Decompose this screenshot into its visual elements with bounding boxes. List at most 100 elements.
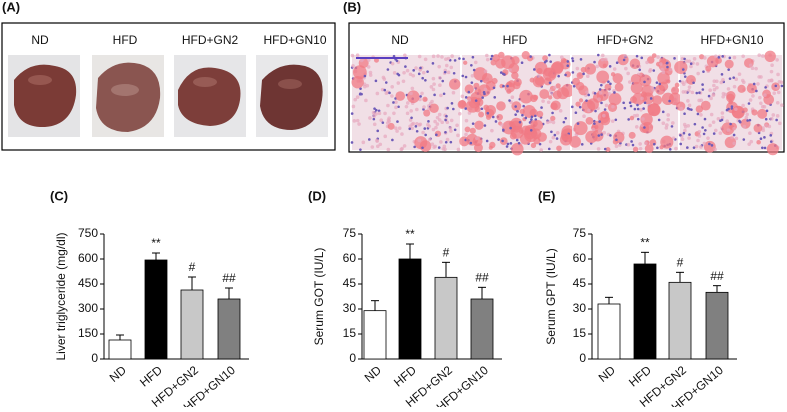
cytoplasm — [357, 122, 361, 126]
cytoplasm — [744, 115, 749, 120]
cytoplasm — [457, 111, 462, 116]
nucleus — [707, 94, 711, 98]
nucleus — [564, 116, 567, 120]
lipid — [481, 73, 493, 84]
y-axis-label: Serum GOT (IU/L) — [312, 248, 326, 346]
nucleus — [427, 120, 430, 123]
lipid — [764, 50, 776, 63]
cytoplasm — [417, 54, 422, 59]
nucleus — [397, 105, 400, 109]
nucleus — [433, 93, 436, 97]
cytoplasm — [390, 85, 395, 89]
nucleus — [437, 146, 441, 149]
nucleus — [518, 120, 522, 124]
cytoplasm — [697, 129, 702, 134]
nucleus — [608, 65, 612, 68]
cytoplasm — [777, 80, 782, 84]
cytoplasm — [541, 99, 545, 103]
cytoplasm — [364, 98, 368, 103]
nucleus — [392, 54, 396, 58]
y-tick-label: 15 — [343, 326, 357, 340]
cytoplasm — [690, 90, 695, 95]
nucleus — [441, 79, 445, 83]
nucleus — [458, 57, 461, 60]
lipid — [406, 90, 420, 104]
nucleus — [703, 117, 707, 121]
lipid — [703, 140, 716, 153]
nucleus — [555, 137, 559, 140]
nucleus — [600, 133, 603, 136]
cytoplasm — [780, 103, 784, 107]
nucleus — [538, 142, 542, 146]
nucleus — [698, 91, 701, 95]
nucleus — [435, 133, 438, 137]
y-tick-label: 60 — [343, 251, 357, 265]
cytoplasm — [734, 107, 738, 111]
cytoplasm — [709, 96, 713, 101]
nucleus — [593, 122, 596, 125]
cytoplasm — [352, 119, 357, 123]
nucleus — [452, 71, 456, 75]
cytoplasm — [400, 132, 404, 136]
nucleus — [603, 108, 607, 111]
nucleus — [545, 59, 548, 63]
nucleus — [638, 68, 642, 72]
nucleus — [655, 81, 659, 84]
lipid — [647, 56, 655, 64]
cytoplasm — [758, 95, 762, 100]
cytoplasm — [546, 100, 551, 105]
cytoplasm — [414, 66, 418, 70]
cytoplasm — [681, 90, 686, 94]
cytoplasm — [446, 70, 451, 75]
nucleus — [730, 107, 734, 110]
lipid — [642, 96, 648, 101]
lipid — [608, 92, 622, 106]
bar — [633, 263, 657, 360]
nucleus — [728, 56, 732, 60]
y-tick-label: 150 — [78, 326, 98, 340]
cytoplasm — [641, 117, 645, 121]
nucleus — [732, 76, 736, 79]
cytoplasm — [500, 123, 504, 127]
cytoplasm — [759, 75, 763, 79]
lipid — [587, 98, 599, 111]
cytoplasm — [734, 136, 739, 141]
nucleus — [540, 106, 543, 109]
nucleus — [627, 118, 630, 121]
cytoplasm — [680, 56, 685, 61]
y-tick-label: 0 — [349, 351, 356, 365]
cytoplasm — [451, 90, 456, 95]
cytoplasm — [602, 113, 606, 118]
nucleus — [696, 112, 700, 116]
cytoplasm — [427, 137, 432, 142]
lipid — [419, 140, 432, 152]
cytoplasm — [607, 91, 611, 96]
cytoplasm — [386, 147, 391, 152]
nucleus — [384, 81, 388, 84]
nucleus — [522, 104, 525, 108]
cytoplasm — [671, 121, 675, 125]
nucleus — [630, 140, 633, 143]
cytoplasm — [664, 126, 669, 130]
cytoplasm — [684, 90, 688, 94]
nucleus — [571, 57, 574, 60]
nucleus — [419, 66, 422, 70]
cytoplasm — [490, 128, 494, 133]
nucleus — [688, 133, 691, 136]
nucleus — [683, 57, 686, 61]
cytoplasm — [405, 111, 410, 116]
cytoplasm — [638, 146, 643, 151]
cytoplasm — [368, 116, 372, 120]
nucleus — [423, 127, 427, 130]
nucleus — [631, 143, 635, 147]
lipid — [457, 100, 467, 109]
nucleus — [443, 70, 447, 74]
y-tick-label: 75 — [573, 226, 587, 240]
cytoplasm — [432, 145, 436, 149]
cytoplasm — [431, 127, 436, 132]
nucleus — [508, 99, 511, 102]
error-bar — [641, 251, 649, 264]
nucleus — [485, 139, 489, 143]
lipid — [556, 87, 570, 100]
cytoplasm — [720, 111, 725, 115]
